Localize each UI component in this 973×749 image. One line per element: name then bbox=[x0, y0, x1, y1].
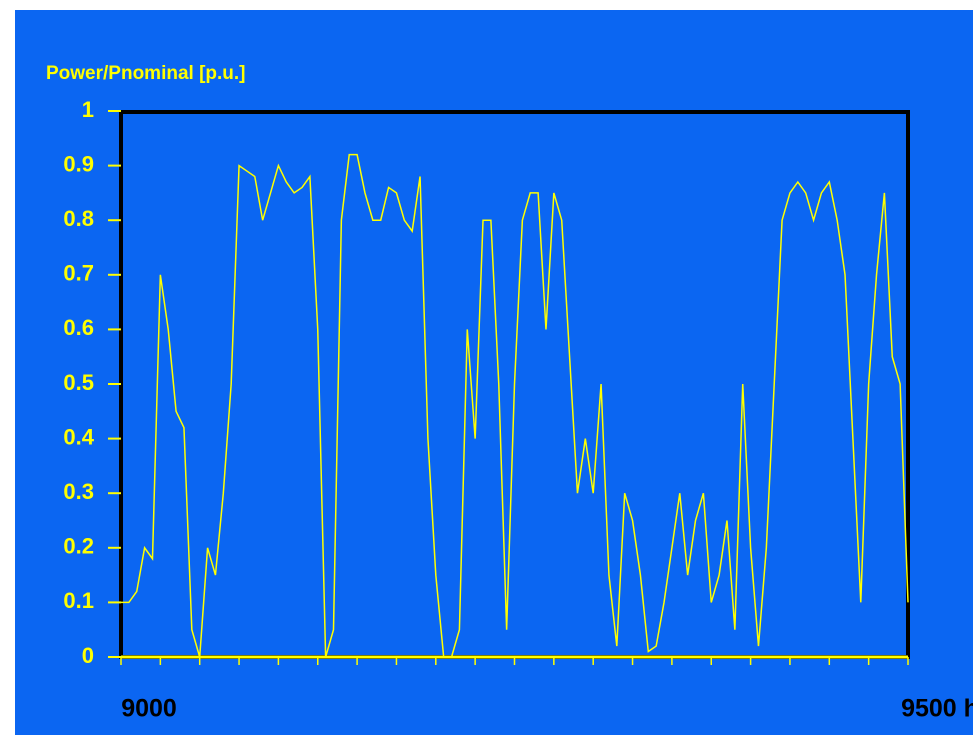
background bbox=[15, 10, 973, 735]
y-tick-label: 0.4 bbox=[63, 424, 94, 449]
y-tick-label: 0.7 bbox=[63, 261, 94, 286]
x-tick-label: 9000 bbox=[121, 695, 177, 723]
y-tick-label: 0.5 bbox=[63, 370, 94, 395]
y-tick-label: 0.2 bbox=[63, 534, 94, 559]
y-tick-label: 0.1 bbox=[63, 588, 94, 613]
y-tick-label: 0.9 bbox=[63, 151, 94, 176]
chart-title: Power/Pnominal [p.u.] bbox=[46, 63, 246, 84]
data-line bbox=[121, 153, 909, 658]
y-tick-label: 0 bbox=[82, 643, 94, 668]
y-tick-label: 0.8 bbox=[63, 206, 94, 231]
y-tick-label: 0.3 bbox=[63, 479, 94, 504]
y-tick-label: 1 bbox=[82, 97, 94, 122]
x-tick-label: 9500 h bbox=[901, 695, 973, 723]
y-tick-label: 0.6 bbox=[63, 315, 94, 340]
